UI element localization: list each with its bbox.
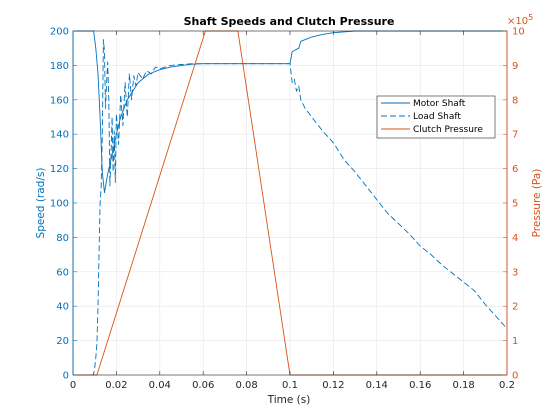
x-tick-label: 0.02 <box>105 380 127 391</box>
series-line-motor-shaft <box>73 30 507 194</box>
x-tick-label: 0.12 <box>322 380 344 391</box>
y-right-tick-label: 7 <box>512 130 518 141</box>
y-left-tick-label: 160 <box>50 95 69 106</box>
y-right-tick-label: 8 <box>512 95 518 106</box>
legend-label-motor-shaft: Motor Shaft <box>413 99 466 109</box>
y-right-tick-label: 9 <box>512 61 518 72</box>
series-line-load-shaft <box>73 39 508 376</box>
y-right-tick-label: 3 <box>512 267 518 278</box>
x-tick-label: 0.08 <box>235 380 257 391</box>
legend-label-load-shaft: Load Shaft <box>413 112 461 122</box>
x-axis-label: Time (s) <box>267 394 311 406</box>
y-left-tick-label: 40 <box>56 302 69 313</box>
y-left-tick-label: 120 <box>50 164 69 175</box>
y-right-tick-label: 6 <box>512 164 518 175</box>
y-right-axis-ticks: 0 1 2 3 4 5 6 7 8 9 10 <box>503 27 525 382</box>
x-tick-label: 0.1 <box>282 380 298 391</box>
y-left-tick-label: 80 <box>56 233 69 244</box>
right-axis-multiplier: ×10 <box>507 16 528 27</box>
y-left-tick-label: 60 <box>56 267 69 278</box>
x-tick-label: 0.2 <box>499 380 515 391</box>
y-left-tick-label: 180 <box>50 61 69 72</box>
y-left-tick-label: 200 <box>50 27 69 38</box>
y-left-tick-label: 100 <box>50 199 69 210</box>
x-tick-label: 0.16 <box>409 380 431 391</box>
right-axis-exponent-value: 5 <box>528 13 533 22</box>
y-left-axis-ticks: 0 20 40 60 80 100 120 140 160 180 200 <box>50 27 77 382</box>
legend-label-clutch-pressure: Clutch Pressure <box>413 125 483 135</box>
y-left-tick-label: 20 <box>56 336 69 347</box>
y-right-tick-label: 2 <box>512 302 518 313</box>
y-left-axis-label: Speed (rad/s) <box>35 168 47 239</box>
y-left-tick-label: 140 <box>50 130 69 141</box>
legend: Motor Shaft Load Shaft Clutch Pressure <box>376 95 496 139</box>
chart-title: Shaft Speeds and Clutch Pressure <box>184 15 395 28</box>
x-tick-label: 0 <box>70 380 76 391</box>
y-right-tick-label: 1 <box>512 336 518 347</box>
x-tick-label: 0.06 <box>192 380 214 391</box>
y-right-tick-label: 5 <box>512 199 518 210</box>
x-tick-label: 0.14 <box>366 380 388 391</box>
x-axis-ticks: 0 0.02 0.04 0.06 0.08 0.1 0.12 0.14 0.16 0.18 0.2 <box>70 31 515 391</box>
x-tick-label: 0.18 <box>452 380 474 391</box>
right-axis-exponent: ×105 <box>507 13 533 27</box>
y-right-tick-label: 10 <box>512 27 525 38</box>
y-right-axis-label: Pressure (Pa) <box>531 169 543 238</box>
x-tick-label: 0.04 <box>149 380 171 391</box>
y-left-tick-label: 0 <box>63 371 69 382</box>
y-right-tick-label: 0 <box>512 371 518 382</box>
y-right-tick-label: 4 <box>512 233 518 244</box>
